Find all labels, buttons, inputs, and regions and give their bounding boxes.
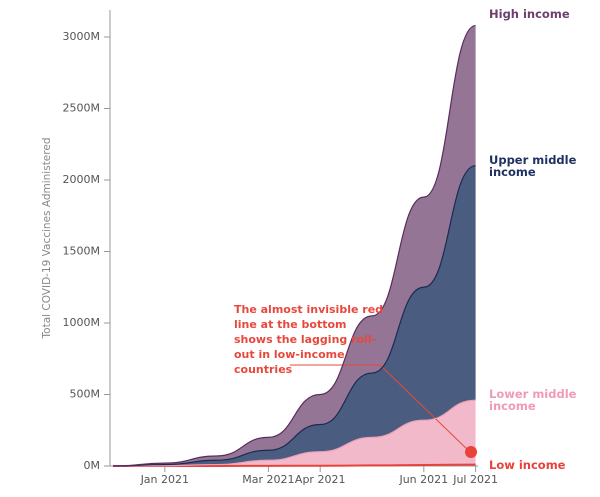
area [113, 165, 476, 466]
annotation-line-text: countries [234, 363, 293, 376]
annotation-line-text: shows the lagging roll- [234, 333, 377, 346]
annotation-line-text: line at the bottom [234, 318, 347, 331]
y-tick-label: 3000M [63, 30, 101, 43]
annotation: The almost invisible red line at the bott… [234, 302, 383, 377]
y-tick-label: 1000M [63, 316, 101, 329]
annotation-line [290, 364, 471, 453]
legend-label: High income [489, 6, 570, 21]
x-tick-label: Mar 2021 [242, 473, 294, 486]
y-tick-label: 500M [70, 388, 101, 401]
x-tick-label: Jul 2021 [452, 473, 498, 486]
annotation-line-text: The almost invisible red [234, 303, 384, 316]
y-tick-label: 1500M [63, 245, 101, 258]
annotation-dot [465, 446, 477, 458]
legend-label: Lower middle income [489, 387, 577, 414]
x-tick-label: Apr 2021 [295, 473, 346, 486]
y-tick-label: 2000M [63, 173, 101, 186]
area [113, 400, 476, 466]
legend-label: Upper middle income [489, 152, 577, 179]
y-axis-label: Total COVID-19 Vaccines Administered [41, 138, 53, 340]
area [113, 25, 476, 466]
legend-label: Low income [489, 458, 566, 472]
area-line [112, 165, 476, 467]
annotation-line-text: out in low-income [234, 348, 345, 361]
area-line [112, 24, 476, 467]
area-line [112, 399, 476, 467]
x-tick-label: Jan 2021 [140, 473, 189, 486]
x-tick-label: Jun 2021 [398, 473, 448, 486]
y-tick-label: 2500M [63, 102, 101, 115]
y-tick-label: 0M [84, 459, 101, 472]
